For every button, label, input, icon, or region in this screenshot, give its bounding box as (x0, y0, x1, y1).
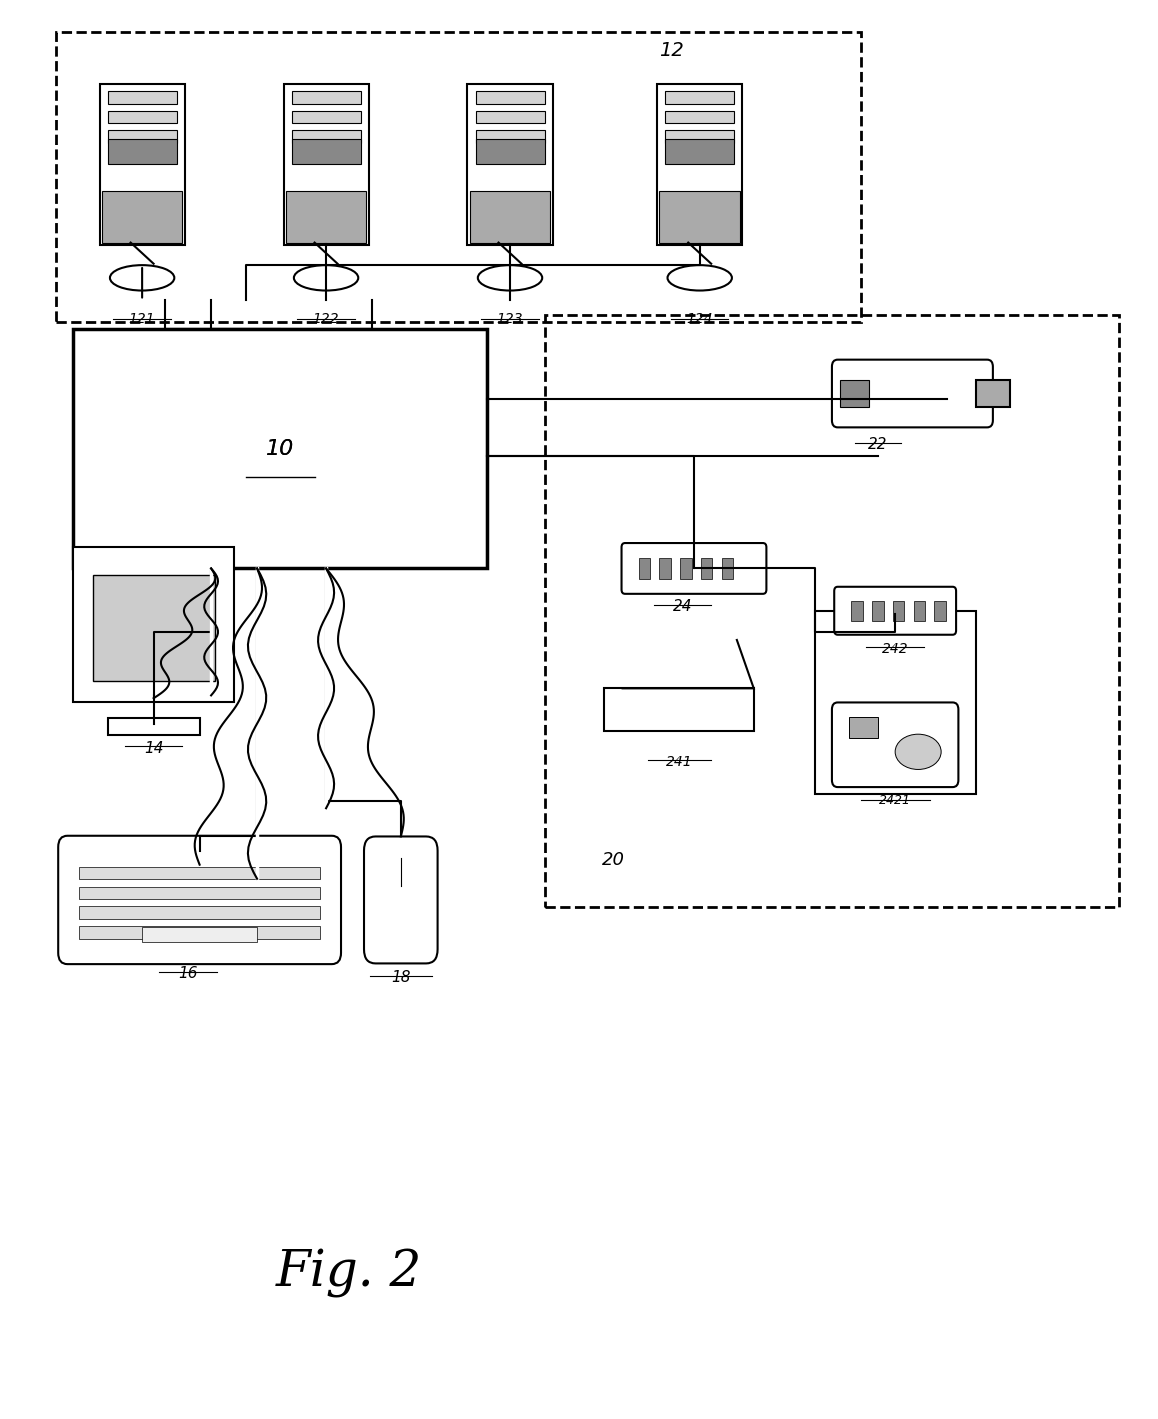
Bar (476, 91, 544, 104)
FancyBboxPatch shape (468, 84, 552, 245)
Text: 121: 121 (129, 312, 155, 326)
Bar (102, 192, 182, 243)
Bar (108, 139, 177, 165)
Bar (665, 139, 734, 165)
Bar (108, 718, 199, 735)
Bar (73, 329, 488, 569)
Text: 241: 241 (666, 755, 692, 769)
Bar (292, 111, 360, 123)
Bar (639, 558, 651, 579)
Bar (721, 558, 733, 579)
FancyBboxPatch shape (831, 702, 959, 788)
Bar (659, 192, 740, 243)
Bar (680, 558, 691, 579)
Bar (701, 558, 712, 579)
Bar (893, 600, 904, 620)
Text: 10: 10 (266, 438, 294, 458)
Text: 123: 123 (497, 312, 523, 326)
FancyBboxPatch shape (73, 548, 234, 702)
Bar (872, 600, 884, 620)
Text: 10: 10 (266, 438, 294, 458)
Bar (108, 131, 177, 143)
Bar (665, 111, 734, 123)
Ellipse shape (110, 265, 175, 291)
Bar (292, 139, 360, 165)
Bar (659, 558, 670, 579)
Text: 20: 20 (602, 850, 625, 868)
Bar (544, 315, 1120, 907)
Bar (849, 717, 878, 738)
Text: 18: 18 (391, 971, 411, 985)
Ellipse shape (895, 734, 941, 769)
FancyBboxPatch shape (658, 84, 742, 245)
Ellipse shape (294, 265, 358, 291)
FancyBboxPatch shape (284, 84, 368, 245)
Bar (476, 111, 544, 123)
Text: 124: 124 (687, 312, 713, 326)
Bar (56, 33, 860, 322)
Bar (476, 139, 544, 165)
FancyBboxPatch shape (622, 543, 767, 593)
Bar (470, 192, 550, 243)
Text: 2421: 2421 (879, 795, 911, 807)
Bar (476, 131, 544, 143)
Text: 16: 16 (178, 966, 198, 982)
Text: 122: 122 (313, 312, 339, 326)
Bar (665, 91, 734, 104)
Bar (286, 192, 366, 243)
Bar (665, 131, 734, 143)
FancyBboxPatch shape (364, 836, 438, 964)
Bar (79, 867, 321, 880)
Bar (93, 576, 214, 681)
Bar (815, 610, 976, 795)
Bar (79, 887, 321, 900)
Bar (79, 927, 321, 939)
Text: Fig. 2: Fig. 2 (276, 1249, 423, 1298)
Bar (604, 688, 754, 731)
Bar (292, 91, 360, 104)
Bar (976, 380, 1010, 407)
Text: 14: 14 (144, 741, 163, 755)
Bar (840, 380, 868, 407)
Bar (851, 600, 863, 620)
Ellipse shape (667, 265, 732, 291)
FancyBboxPatch shape (831, 359, 992, 427)
FancyBboxPatch shape (100, 84, 184, 245)
FancyBboxPatch shape (834, 587, 957, 634)
Bar (292, 131, 360, 143)
Bar (142, 928, 257, 942)
Text: 12: 12 (659, 41, 684, 60)
Bar (914, 600, 925, 620)
Bar (108, 91, 177, 104)
Bar (935, 600, 946, 620)
Text: 22: 22 (868, 437, 888, 453)
Text: 24: 24 (673, 599, 692, 614)
Ellipse shape (478, 265, 542, 291)
Text: 242: 242 (882, 641, 909, 656)
Bar (79, 907, 321, 920)
Bar (108, 111, 177, 123)
FancyBboxPatch shape (58, 836, 340, 964)
